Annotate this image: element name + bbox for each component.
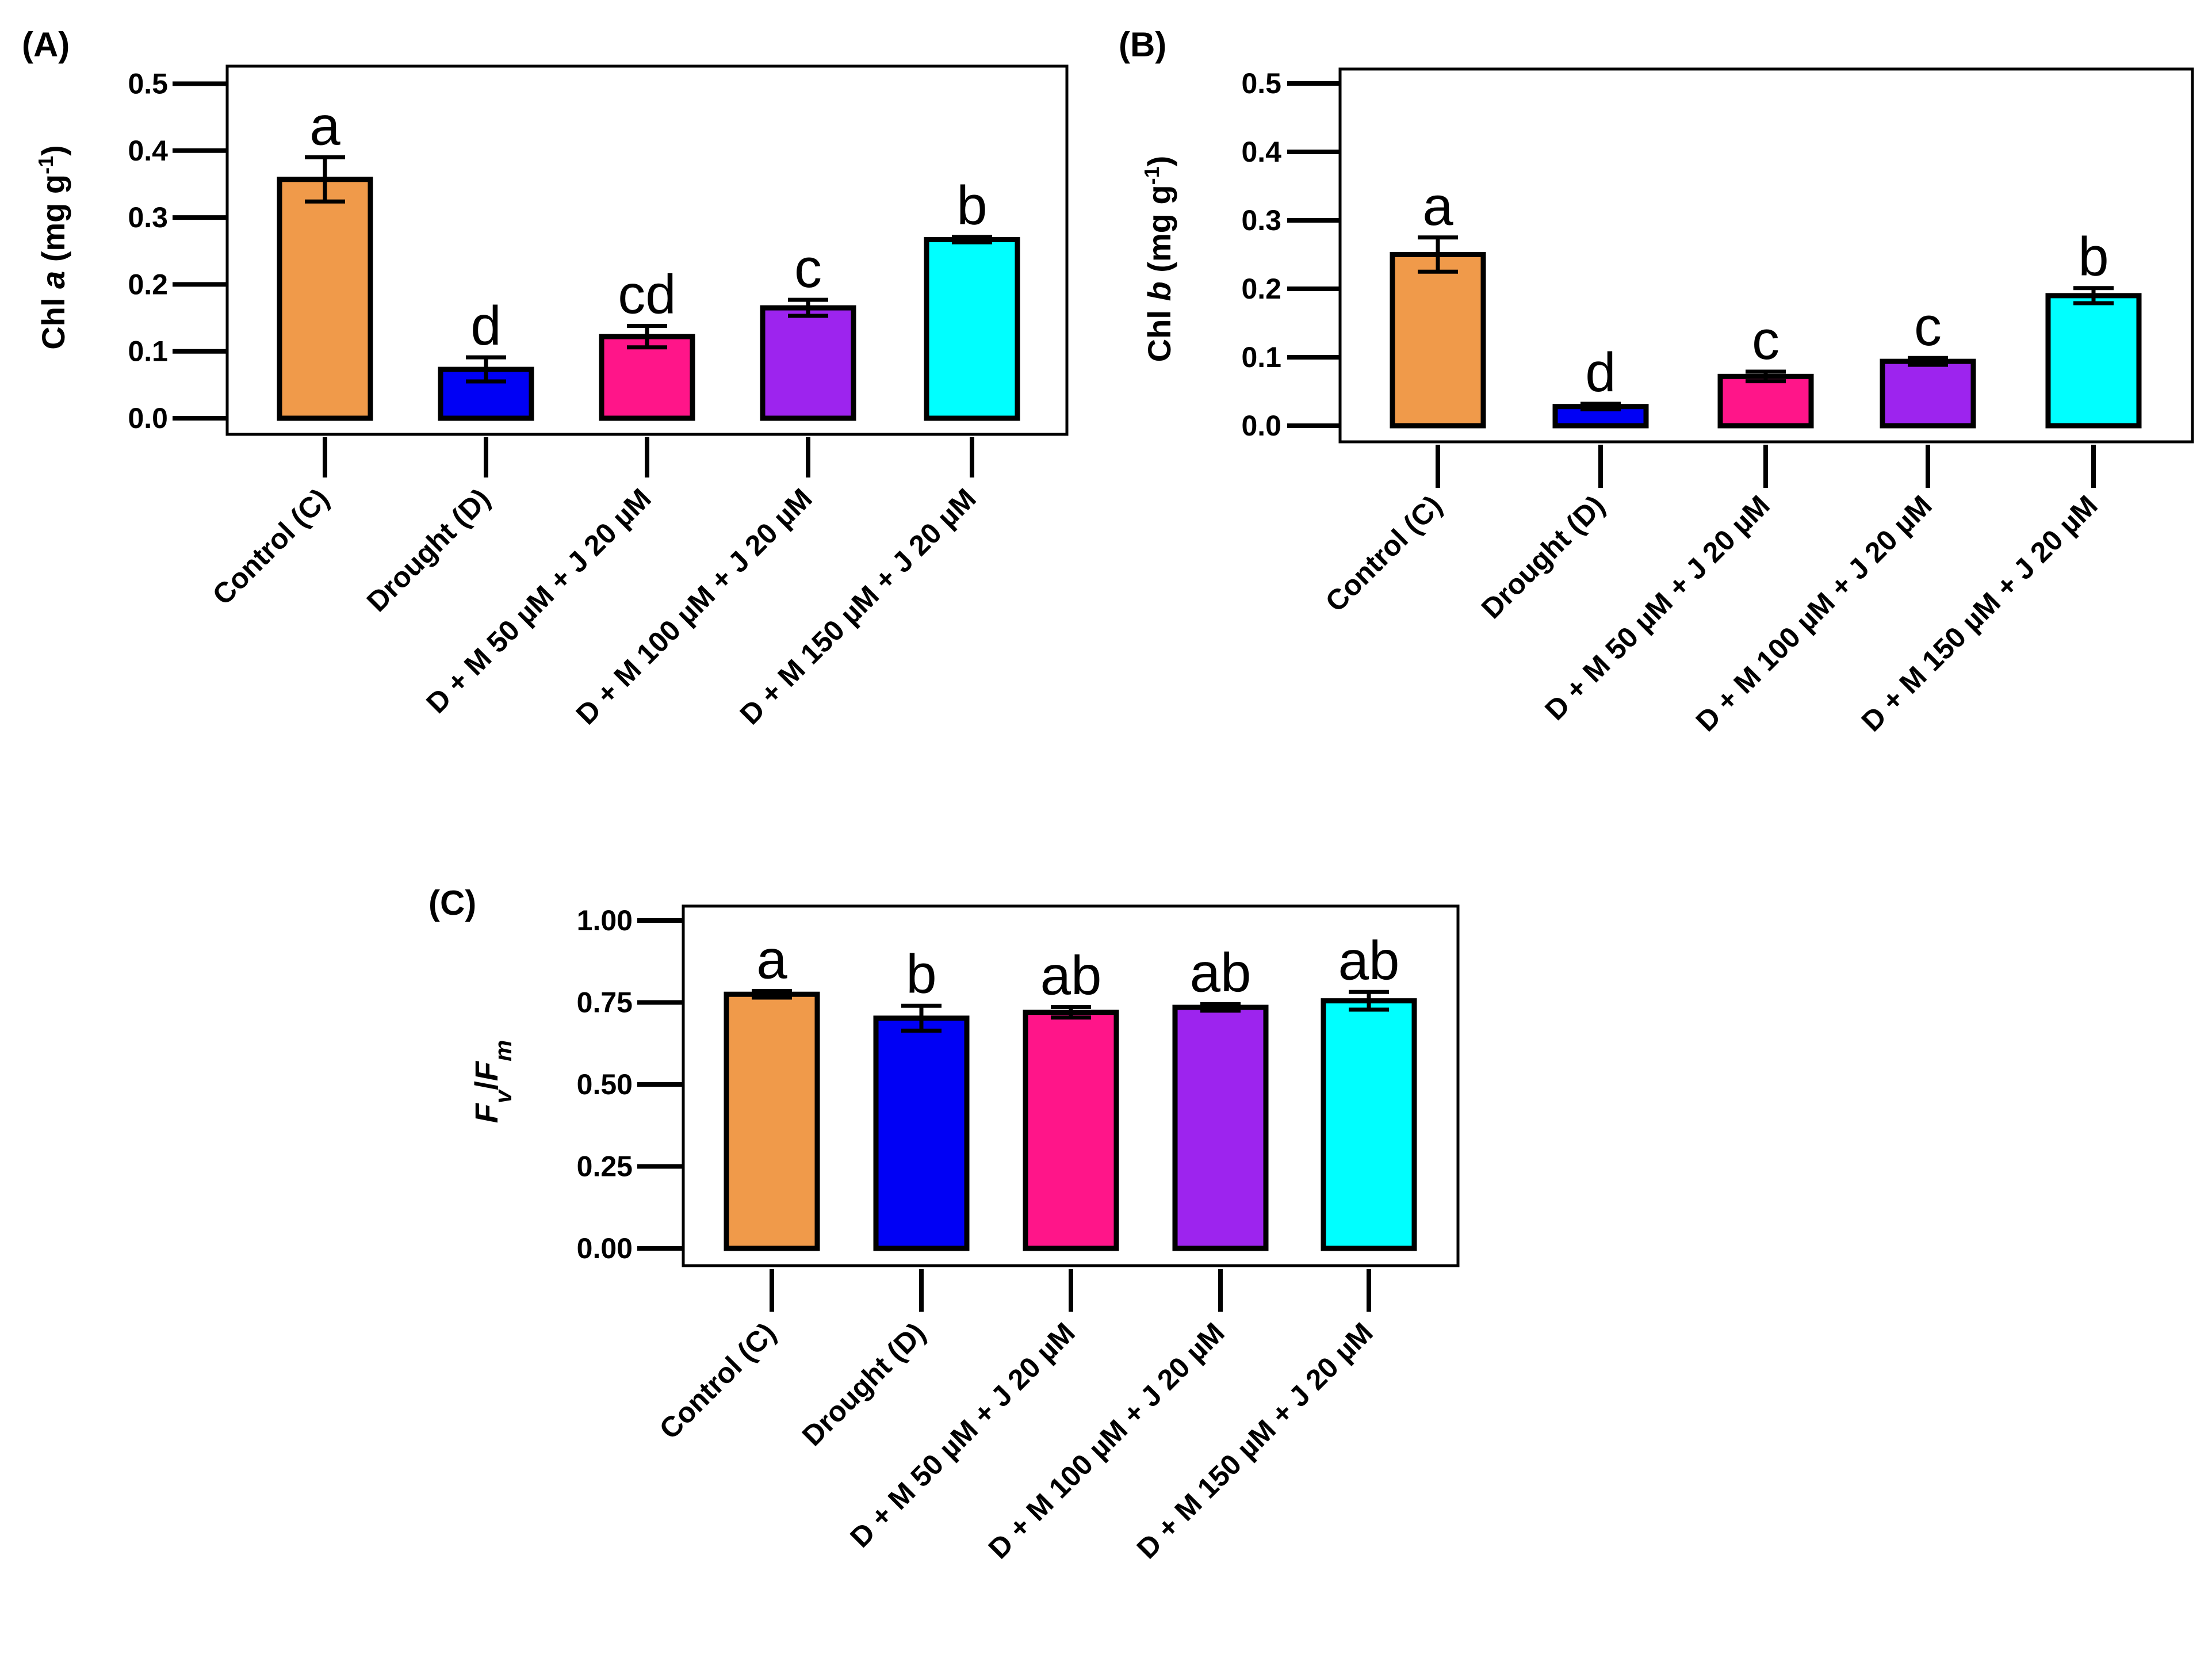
- bar: [1717, 373, 1814, 429]
- y-tick-label: 0.5: [128, 68, 168, 100]
- significance-letter: d: [1585, 342, 1616, 403]
- bar: [277, 177, 373, 421]
- x-tick-label: Drought (D): [1475, 489, 1611, 625]
- y-tick-label: 0.4: [128, 135, 168, 167]
- significance-letter: ab: [1338, 930, 1400, 991]
- significance-letter: d: [470, 295, 501, 357]
- x-tick-label: D + M 100 µM + J 20 µM: [982, 1316, 1231, 1565]
- x-tick-label: Drought (D): [796, 1316, 932, 1452]
- significance-letter: c: [794, 238, 822, 299]
- significance-letter: b: [906, 943, 936, 1005]
- y-tick-label: 0.4: [1241, 136, 1281, 168]
- chart-panel-b: (B) 0.0 0.1 0.2 0.3 0.4 0.5 Chl b (mg g-1) a Cont…: [1119, 25, 2194, 738]
- panel-label: (C): [428, 884, 476, 922]
- bar: [1172, 1004, 1269, 1251]
- x-tick-label: Control (C): [1319, 489, 1448, 618]
- significance-letter: b: [2078, 226, 2108, 288]
- y-tick-label: 0.1: [128, 335, 168, 368]
- y-tick-label: 0.0: [1241, 410, 1281, 442]
- bar: [924, 236, 1020, 421]
- x-tick-label: Control (C): [653, 1316, 782, 1445]
- significance-letter: a: [309, 95, 340, 156]
- chart-panel-c: (C) 0.00 0.25 0.50 0.75 1.00 Fv/Fm a Control (C)…: [428, 884, 1460, 1565]
- bar: [724, 991, 820, 1251]
- chart-panel-a: (A) 0.0 0.1 0.2 0.3 0.4 0.5 Chl a (mg g-1) a Cont…: [22, 25, 1069, 731]
- significance-letter: b: [956, 175, 987, 236]
- y-tick-label: 0.25: [577, 1151, 633, 1183]
- x-tick-label: Drought (D): [361, 482, 496, 618]
- y-tick-label: 0.2: [128, 268, 168, 300]
- y-tick-label: 0.1: [1241, 341, 1281, 373]
- y-tick-label: 0.50: [577, 1068, 633, 1101]
- y-tick-label: 1.00: [577, 904, 633, 937]
- bar: [599, 334, 695, 421]
- significance-letter: a: [756, 929, 787, 991]
- x-tick-label: D + M 150 µM + J 20 µM: [1131, 1316, 1379, 1565]
- significance-letter: cd: [618, 264, 676, 326]
- significance-letter: a: [1422, 175, 1453, 237]
- significance-letter: ab: [1040, 945, 1102, 1006]
- bar: [760, 305, 856, 421]
- y-axis-label: Fv/Fm: [468, 1040, 516, 1124]
- significance-letter: c: [1914, 296, 1942, 357]
- bar: [1321, 998, 1417, 1251]
- plot-frame: [225, 64, 1069, 436]
- significance-letter: ab: [1190, 942, 1252, 1003]
- y-tick-label: 0.2: [1241, 273, 1281, 305]
- plot-frame: [1338, 67, 2194, 444]
- y-tick-label: 0.3: [1241, 204, 1281, 236]
- panel-label: (A): [22, 25, 70, 64]
- bar: [1390, 252, 1486, 429]
- bar: [1880, 358, 1976, 429]
- y-tick-label: 0.75: [577, 987, 633, 1019]
- y-tick-label: 0.0: [128, 402, 168, 434]
- bar: [1023, 1010, 1119, 1251]
- y-tick-label: 0.5: [1241, 67, 1281, 100]
- bar: [873, 1015, 970, 1251]
- bar: [2045, 293, 2142, 429]
- panel-label: (B): [1119, 25, 1166, 64]
- y-tick-label: 0.00: [577, 1232, 633, 1264]
- significance-letter: c: [1752, 310, 1779, 371]
- y-tick-label: 0.3: [128, 201, 168, 234]
- y-axis-label: Chl a (mg g-1): [34, 145, 72, 350]
- y-axis-label: Chl b (mg g-1): [1140, 156, 1178, 362]
- x-tick-label: Control (C): [206, 482, 335, 611]
